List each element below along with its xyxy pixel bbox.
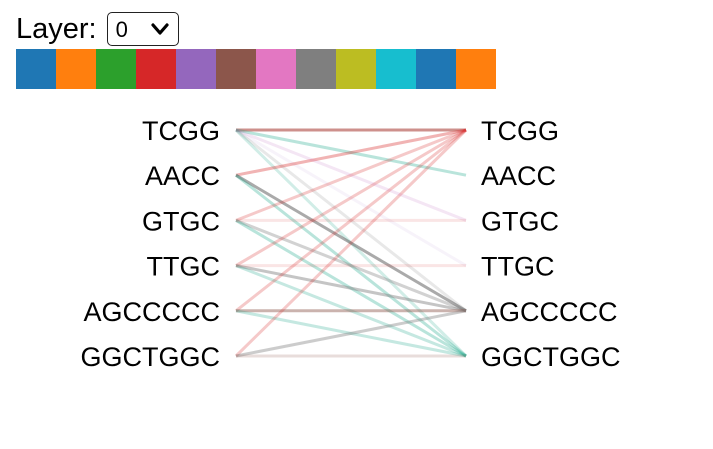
attention-link-0-4 <box>235 128 467 312</box>
head-swatch-3[interactable] <box>136 49 176 89</box>
left-token-1[interactable]: AACC <box>145 161 220 191</box>
right-token-3[interactable]: TTGC <box>481 252 555 282</box>
left-token-4[interactable]: AGCCCCC <box>83 297 220 327</box>
right-token-0[interactable]: TCGG <box>481 116 559 146</box>
head-swatch-9[interactable] <box>376 49 416 89</box>
attention-link-5-4 <box>235 309 467 358</box>
head-swatch-8[interactable] <box>336 49 376 89</box>
attention-link-0-3 <box>235 128 467 267</box>
head-swatch-11[interactable] <box>456 49 496 89</box>
attention-link-4-5 <box>235 309 467 358</box>
attention-link-0-2 <box>235 128 467 222</box>
attention-link-2-0 <box>235 128 467 222</box>
attention-link-4-0 <box>235 128 467 312</box>
attention-link-3-4 <box>235 264 467 313</box>
attention-link-2-5 <box>235 219 467 358</box>
layer-select[interactable]: 0 <box>106 12 179 46</box>
left-token-5[interactable]: GGCTGGC <box>81 342 221 372</box>
head-swatch-7[interactable] <box>296 49 336 89</box>
right-token-2[interactable]: GTGC <box>481 206 559 236</box>
right-token-column: TCGG AACC GTGC TTGC AGCCCCC GGCTGGC <box>481 116 621 372</box>
right-token-4[interactable]: AGCCCCC <box>481 297 618 327</box>
attention-link-1-4 <box>235 173 467 313</box>
head-swatch-6[interactable] <box>256 49 296 89</box>
attention-link-1-5 <box>235 174 467 358</box>
attention-link-1-0 <box>235 128 467 177</box>
attention-link-3-5 <box>235 264 467 358</box>
layer-control: Layer: 0 <box>16 10 179 48</box>
right-token-5[interactable]: GGCTGGC <box>481 342 621 372</box>
left-token-3[interactable]: TTGC <box>147 252 221 282</box>
attention-link-0-2 <box>235 128 467 222</box>
chevron-down-icon <box>151 23 169 35</box>
head-swatch-10[interactable] <box>416 49 456 89</box>
attention-link-5-0 <box>234 128 468 358</box>
attention-link-2-4 <box>235 219 467 313</box>
attention-links <box>234 128 468 358</box>
head-swatch-0[interactable] <box>16 49 56 89</box>
head-swatch-1[interactable] <box>56 49 96 89</box>
head-swatch-2[interactable] <box>96 49 136 89</box>
attention-link-3-0 <box>235 128 467 267</box>
left-token-0[interactable]: TCGG <box>142 116 220 146</box>
attention-link-0-1 <box>235 128 467 177</box>
layer-label: Layer: <box>16 13 97 45</box>
left-token-2[interactable]: GTGC <box>142 206 220 236</box>
left-token-column: TCGG AACC GTGC TTGC AGCCCCC GGCTGGC <box>81 116 221 372</box>
layer-select-value: 0 <box>115 17 128 42</box>
right-token-1[interactable]: AACC <box>481 161 556 191</box>
head-color-swatches <box>16 49 496 89</box>
head-swatch-5[interactable] <box>216 49 256 89</box>
head-swatch-4[interactable] <box>176 49 216 89</box>
